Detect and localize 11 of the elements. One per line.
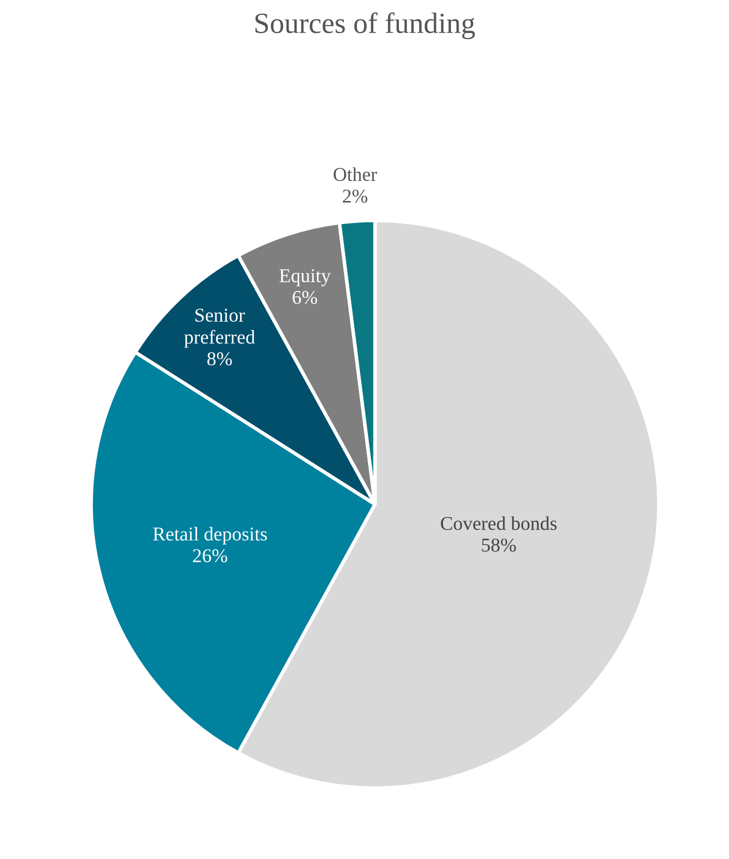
data-label: 58% [482,538,516,552]
data-label: 8% [207,352,232,366]
slice-label: Covered bonds [440,516,557,530]
chart-title: Sources of funding [255,12,475,40]
data-label: 26% [193,549,228,562]
slice-label: Other [334,167,378,182]
data-label: 2% [342,190,368,203]
slice-label: Equity [279,269,331,286]
slice-label: Senior preferred [184,308,255,348]
slice-label: Retail deposits [153,526,267,545]
data-label: 6% [292,290,318,304]
